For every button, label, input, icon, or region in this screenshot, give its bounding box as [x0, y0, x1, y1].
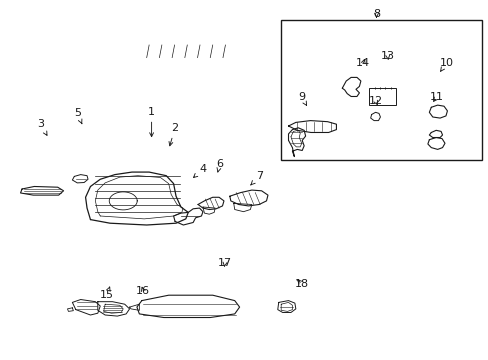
Text: 4: 4: [193, 164, 206, 177]
Text: 7: 7: [250, 171, 262, 185]
Text: 8: 8: [372, 9, 379, 19]
Text: 1: 1: [148, 107, 155, 136]
Text: 16: 16: [136, 286, 150, 296]
Text: 14: 14: [356, 58, 369, 68]
Text: 9: 9: [298, 92, 306, 105]
Text: 18: 18: [295, 279, 308, 289]
Bar: [368, 88, 395, 105]
Bar: [281, 20, 481, 160]
Text: 17: 17: [218, 258, 231, 268]
Text: 11: 11: [429, 92, 443, 102]
Text: 13: 13: [380, 51, 394, 61]
Text: 15: 15: [100, 287, 113, 300]
Text: 6: 6: [216, 159, 223, 172]
Text: 3: 3: [37, 119, 47, 135]
Text: 2: 2: [169, 123, 178, 146]
Text: 10: 10: [439, 58, 452, 71]
Text: 12: 12: [368, 96, 382, 106]
Text: 5: 5: [74, 108, 82, 124]
